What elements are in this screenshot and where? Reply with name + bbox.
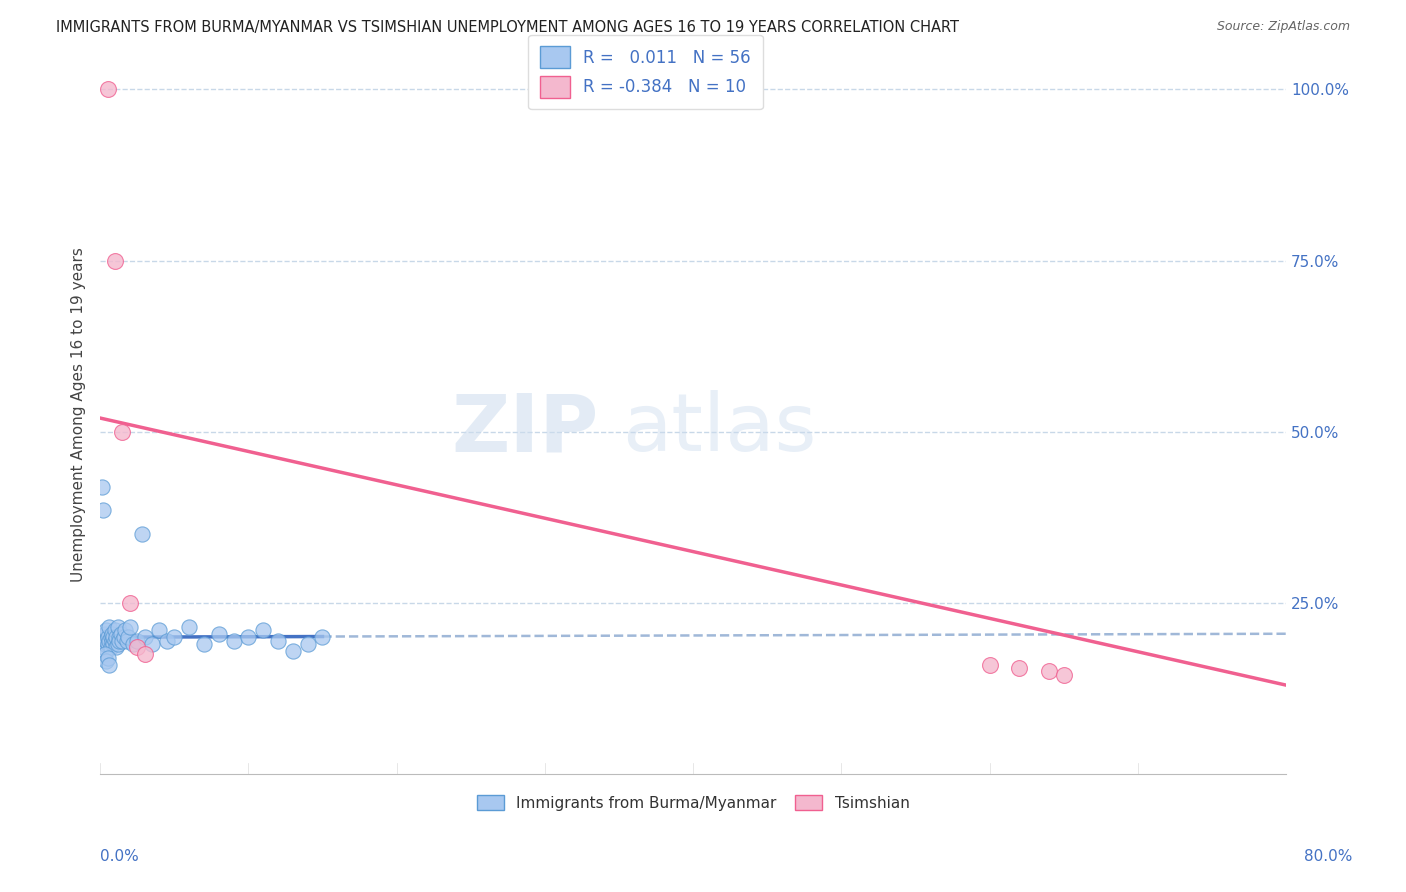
Point [93, 626, 115, 640]
Point [107, 637, 129, 651]
Point [100, 630, 122, 644]
Point [91, 640, 114, 655]
Point [111, 425, 134, 439]
Point [94, 633, 117, 648]
Point [101, 633, 124, 648]
Point [131, 527, 153, 541]
Point [98, 657, 121, 672]
Point [148, 624, 170, 638]
Point [1038, 665, 1060, 679]
Point [110, 626, 132, 640]
Point [127, 640, 149, 655]
Point [238, 630, 260, 644]
Point [979, 657, 1001, 672]
Point [91, 503, 114, 517]
Point [134, 630, 156, 644]
Text: 80.0%: 80.0% [1305, 849, 1353, 863]
Point [93, 637, 115, 651]
Point [104, 633, 127, 648]
Point [90, 630, 112, 644]
Legend: Immigrants from Burma/Myanmar, Tsimshian: Immigrants from Burma/Myanmar, Tsimshian [471, 789, 915, 817]
Point [104, 253, 127, 268]
Point [1052, 668, 1074, 682]
Point [222, 633, 245, 648]
Point [163, 630, 186, 644]
Point [311, 630, 333, 644]
Point [108, 633, 131, 648]
Point [134, 648, 156, 662]
Point [103, 630, 125, 644]
Point [104, 624, 127, 638]
Point [98, 633, 121, 648]
Point [267, 633, 290, 648]
Point [111, 633, 134, 648]
Point [105, 630, 128, 644]
Point [156, 633, 179, 648]
Point [114, 624, 136, 638]
Point [90, 633, 112, 648]
Point [94, 654, 117, 668]
Point [98, 620, 121, 634]
Point [112, 630, 135, 644]
Point [141, 637, 163, 651]
Point [117, 630, 139, 644]
Point [281, 644, 304, 658]
Point [107, 620, 129, 634]
Text: IMMIGRANTS FROM BURMA/MYANMAR VS TSIMSHIAN UNEMPLOYMENT AMONG AGES 16 TO 19 YEAR: IMMIGRANTS FROM BURMA/MYANMAR VS TSIMSHI… [56, 20, 959, 35]
Point [193, 637, 215, 651]
Text: atlas: atlas [621, 390, 817, 468]
Point [118, 620, 141, 634]
Point [208, 626, 231, 640]
Point [121, 637, 143, 651]
Point [90, 479, 112, 493]
Text: Source: ZipAtlas.com: Source: ZipAtlas.com [1216, 20, 1350, 33]
Point [105, 640, 128, 655]
Point [96, 82, 118, 96]
Point [118, 596, 141, 610]
Text: 0.0%: 0.0% [100, 849, 139, 863]
Point [115, 633, 138, 648]
Point [252, 624, 274, 638]
Point [127, 633, 149, 648]
Point [93, 648, 115, 662]
Y-axis label: Unemployment Among Ages 16 to 19 years: Unemployment Among Ages 16 to 19 years [72, 247, 86, 582]
Point [96, 650, 118, 665]
Point [101, 626, 124, 640]
Text: ZIP: ZIP [451, 390, 598, 468]
Point [1008, 661, 1031, 675]
Point [177, 620, 200, 634]
Point [94, 624, 117, 638]
Point [96, 630, 118, 644]
Point [96, 637, 118, 651]
Point [103, 637, 125, 651]
Point [100, 640, 122, 655]
Point [108, 630, 131, 644]
Point [297, 637, 319, 651]
